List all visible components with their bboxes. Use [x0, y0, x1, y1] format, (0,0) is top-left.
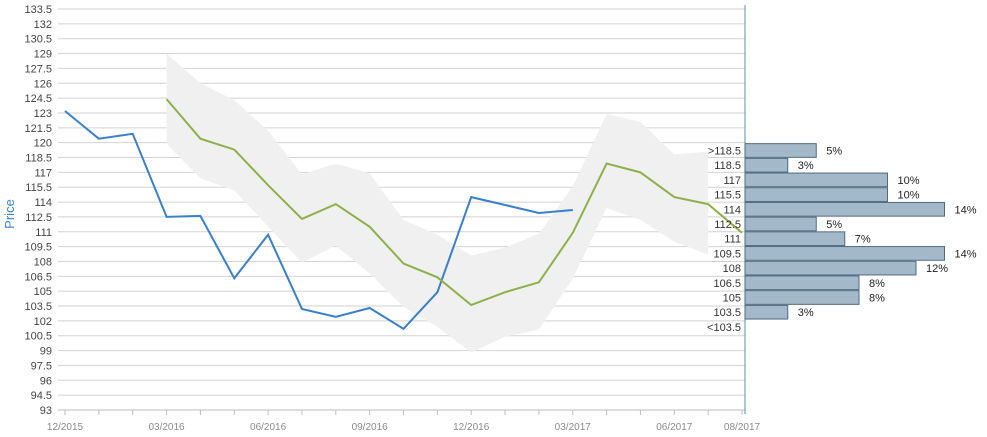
- y-tick-label: 118.5: [25, 153, 52, 165]
- histogram-bar: [744, 275, 860, 291]
- histogram-bar: [744, 172, 888, 188]
- histogram-bar: [744, 231, 846, 247]
- histogram-percent-label: 3%: [798, 160, 814, 172]
- histogram-bin-label: <103.5: [707, 322, 741, 334]
- y-tick-label: 108: [34, 256, 52, 268]
- histogram-bin-label: >118.5: [708, 146, 741, 158]
- histogram-percent-label: 5%: [826, 219, 842, 231]
- histogram-bin-label: 117: [723, 175, 741, 187]
- x-tick-label: 03/2016: [148, 422, 185, 433]
- y-tick-label: 109.5: [24, 242, 52, 254]
- y-tick-label: 105: [34, 286, 52, 298]
- series-lines: [64, 98, 743, 331]
- x-tick-label: 06/2016: [250, 422, 287, 433]
- y-tick-label: 93: [40, 405, 52, 417]
- histogram-bar: [744, 246, 945, 261]
- histogram-bin-label: 105: [723, 293, 741, 305]
- y-tick-label: 130.5: [24, 34, 52, 46]
- y-tick-label: 126: [34, 78, 52, 90]
- histogram-bin-label: 109.5: [713, 248, 741, 260]
- x-tick-label: 06/2017: [656, 422, 693, 433]
- histogram-percent-label: 12%: [926, 263, 948, 275]
- histogram-percent-label: 7%: [855, 234, 871, 246]
- y-axis-title: Price: [2, 199, 17, 229]
- y-tick-label: 111: [35, 227, 52, 239]
- histogram-percent-label: 14%: [955, 204, 977, 216]
- y-tick-label: 99: [40, 346, 52, 358]
- histogram-bar: [744, 157, 789, 173]
- histogram-bin-label: 111: [724, 234, 741, 246]
- y-tick-label: 100.5: [24, 331, 52, 343]
- y-tick-label: 123: [34, 108, 52, 120]
- histogram-bar: [744, 216, 817, 232]
- histogram-percent-label: 10%: [898, 175, 920, 187]
- y-tick-label: 129: [34, 49, 52, 61]
- historical-price-line: [64, 110, 573, 331]
- y-tick-label: 103.5: [24, 301, 52, 313]
- forecast-range-band: [166, 53, 709, 353]
- histogram-bin-label: 115.5: [714, 190, 741, 202]
- histogram-bar: [744, 143, 817, 158]
- x-tick-label: 08/2017: [724, 422, 761, 433]
- histogram-bin-label: 112.5: [714, 219, 741, 231]
- histogram-percent-label: 14%: [955, 248, 977, 260]
- histogram-bar: [744, 201, 945, 217]
- mean-forecast-line: [165, 98, 743, 307]
- histogram-bin-label: 103.5: [713, 307, 741, 319]
- histogram-bin-label: 108: [723, 263, 741, 275]
- range-band-area: [166, 53, 709, 353]
- histogram-percent-label: 3%: [798, 307, 814, 319]
- x-tick-label: 12/2016: [453, 422, 490, 433]
- y-tick-label: 117: [34, 167, 52, 179]
- histogram-percent-label: 8%: [869, 278, 885, 290]
- y-tick-label: 114: [34, 197, 52, 209]
- axes: 12/2015 03/2016 06/2016 09/2016 12/2016 03/20…: [47, 5, 761, 433]
- histogram-percent-label: 8%: [869, 293, 885, 305]
- y-tick-label: 112.5: [25, 212, 52, 224]
- histogram-bar: [744, 187, 888, 202]
- histogram-percent-label: 5%: [826, 146, 842, 158]
- histogram-bin-label: 114: [723, 204, 741, 216]
- distribution-histogram: >118.5 5% 118.5 3% 117 10% 115.5 10% 114 14% 112.5…: [707, 143, 977, 334]
- y-tick-label: 132: [34, 19, 52, 31]
- histogram-percent-label: 10%: [898, 190, 920, 202]
- histogram-bar: [744, 260, 917, 276]
- y-tick-label: 121.5: [24, 123, 52, 135]
- histogram-bin-label: 118.5: [714, 160, 741, 172]
- y-tick-label: 120: [34, 138, 52, 150]
- y-tick-label: 124.5: [24, 93, 52, 105]
- histogram-bar: [744, 290, 860, 305]
- histogram-bin-label: 106.5: [713, 278, 741, 290]
- y-tick-label: 127.5: [24, 63, 52, 75]
- y-tick-label: 94.5: [31, 390, 52, 402]
- x-tick-label: 09/2016: [352, 422, 389, 433]
- x-tick-label: 12/2015: [47, 422, 84, 433]
- y-tick-label: 115.5: [25, 182, 52, 194]
- y-tick-label: 96: [40, 375, 52, 387]
- y-tick-label: 106.5: [24, 271, 52, 283]
- x-tick-label: 03/2017: [555, 422, 592, 433]
- y-tick-label: 97.5: [31, 360, 52, 372]
- histogram-bar: [744, 304, 789, 320]
- y-tick-label: 133.5: [24, 4, 52, 16]
- y-tick-label: 102: [34, 316, 52, 328]
